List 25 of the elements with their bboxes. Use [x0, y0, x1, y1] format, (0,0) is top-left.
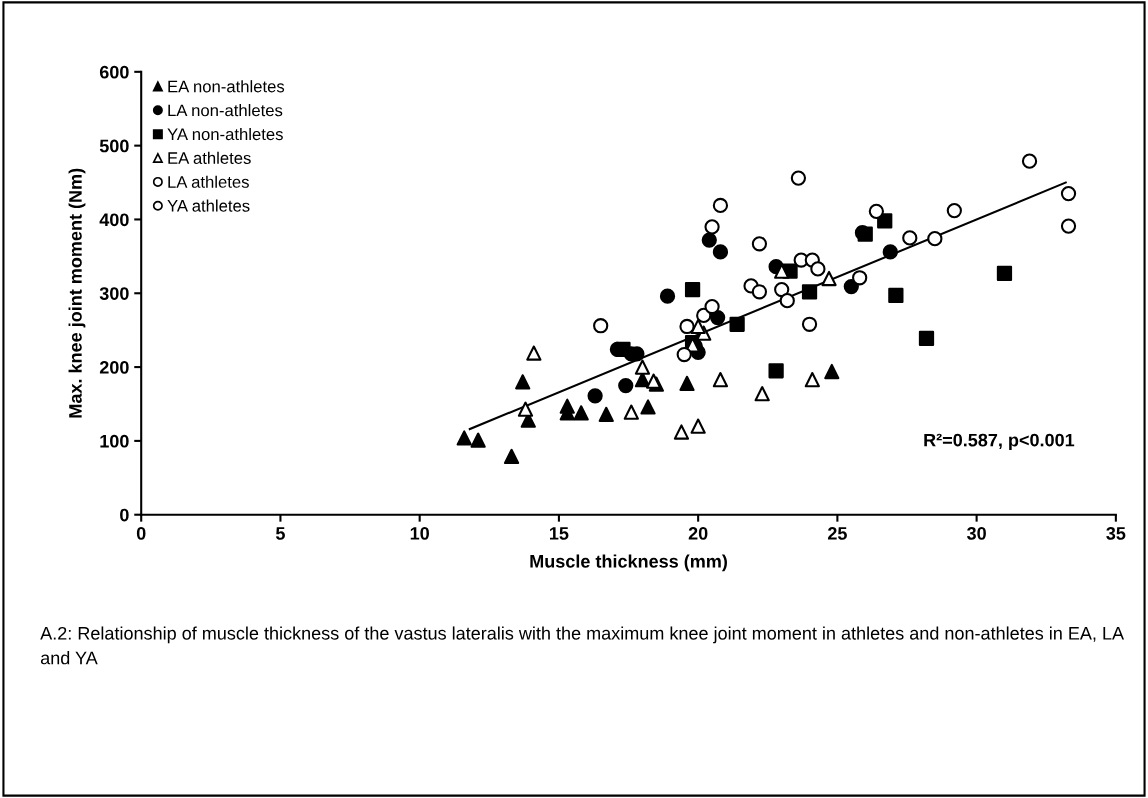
annotation: R²=0.587, p<0.001	[924, 433, 1075, 451]
legend-label: EA non-athletes	[168, 80, 285, 93]
x-tick-label: 0	[136, 526, 146, 540]
y-tick-label: 400	[99, 213, 129, 227]
legend-label: YA athletes	[167, 199, 250, 212]
y-axis-title: Max. knee joint moment (Nm)	[68, 168, 86, 418]
legend-label: LA non-athletes	[168, 104, 283, 117]
y-tick-label: 200	[99, 361, 129, 374]
y-tick-label: 500	[99, 139, 129, 153]
x-tick-label: 20	[688, 526, 708, 540]
x-tick-label: 30	[966, 526, 986, 540]
text: A.2: Relationship of muscle thickness of the vastus lateralis with the maximum knee joint moment in athletes and non-athletes in EA, LA and YA	[40, 626, 1125, 665]
x-tick-label: 35	[1106, 526, 1126, 540]
y-tick-label: 300	[99, 287, 129, 301]
x-tick-label: 5	[275, 527, 285, 540]
y-tick-label: 100	[100, 434, 129, 448]
x-tick-label: 10	[410, 526, 429, 540]
y-tick-label: 600	[99, 65, 129, 79]
x-axis-title: Muscle thickness (mm)	[530, 554, 727, 572]
y-tick-label: 0	[120, 508, 129, 522]
legend-label: YA non-athletes	[167, 127, 283, 141]
x-tick-label: 25	[827, 526, 847, 540]
legend-label: EA athletes	[168, 151, 251, 164]
x-tick-label: 15	[550, 527, 569, 540]
legend-label: LA athletes	[168, 175, 249, 188]
